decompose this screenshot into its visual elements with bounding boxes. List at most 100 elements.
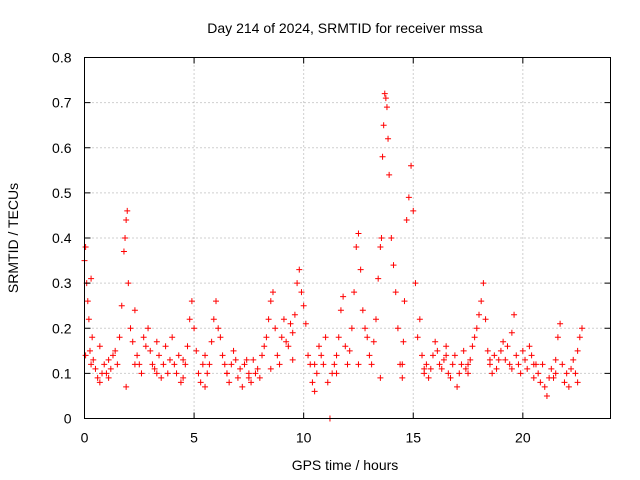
data-point [574,379,581,386]
data-point [517,370,524,377]
data-point [530,361,537,368]
data-point [96,343,103,350]
data-point [254,365,261,372]
data-point [90,356,97,363]
data-point [309,379,316,386]
data-point [436,361,443,368]
data-point [366,352,373,359]
y-tick-label: 0.5 [52,185,72,201]
data-point [276,361,283,368]
data-point [486,356,493,363]
data-point [370,338,377,345]
data-point [142,343,149,350]
data-point [166,356,173,363]
data-point [443,343,450,350]
data-point [86,347,93,354]
data-point [94,374,101,381]
data-point [289,356,296,363]
data-point [147,347,154,354]
data-point [193,347,200,354]
data-point [348,325,355,332]
data-point [88,275,95,282]
data-point [528,352,535,359]
data-point [460,347,467,354]
data-point [403,216,410,223]
data-point [232,356,239,363]
data-point [400,338,407,345]
data-point [138,370,145,377]
data-point [210,316,217,323]
data-point [570,356,577,363]
data-point [368,361,375,368]
data-point [416,316,423,323]
data-point [548,365,555,372]
data-point [88,361,95,368]
data-point [379,153,386,160]
data-point [153,338,160,345]
data-point [84,298,91,305]
data-point [125,280,132,287]
data-point [337,307,344,314]
data-point [230,347,237,354]
data-point [482,316,489,323]
data-point [123,216,130,223]
data-point [440,356,447,363]
data-point [123,383,130,390]
data-point [399,361,406,368]
data-point [320,361,327,368]
data-point [234,374,241,381]
data-point [153,370,160,377]
data-point [557,320,564,327]
data-point [576,334,583,341]
y-tick-label: 0.7 [52,95,72,111]
data-point [311,361,318,368]
data-point [530,374,537,381]
data-point [197,379,204,386]
data-point [423,361,430,368]
data-point [280,316,287,323]
data-point [519,347,526,354]
data-point [383,104,390,111]
data-point [526,343,533,350]
y-tick-label: 0.4 [52,230,72,246]
data-point [412,280,419,287]
y-tick-label: 0 [64,411,72,427]
data-point [372,316,379,323]
data-point [535,370,542,377]
data-point [283,338,290,345]
data-point [140,334,147,341]
data-point [169,334,176,341]
data-point [213,298,219,305]
data-point [378,235,385,241]
data-point [217,334,224,341]
data-point [243,356,250,363]
data-point [226,379,233,386]
data-point [471,334,478,341]
chart-title: Day 214 of 2024, SRMTID for receiver mss… [207,20,483,36]
data-point [539,361,546,368]
data-point [344,361,351,368]
data-point [164,370,171,377]
data-points [81,90,586,422]
data-point [202,383,209,390]
data-point [394,325,401,332]
data-point [300,302,307,309]
data-point [491,352,498,359]
data-point [469,343,476,350]
data-point [388,235,395,241]
data-point [381,90,388,97]
data-point [313,370,320,377]
data-point [105,374,112,381]
data-point [298,289,305,296]
x-tick-label: 15 [405,430,421,446]
data-point [118,302,125,309]
data-point [353,244,360,251]
data-point [311,388,318,395]
data-point [160,361,167,368]
data-point [489,370,496,377]
data-point [289,329,296,336]
data-point [497,347,504,354]
data-point [82,352,89,359]
data-point [149,361,156,368]
